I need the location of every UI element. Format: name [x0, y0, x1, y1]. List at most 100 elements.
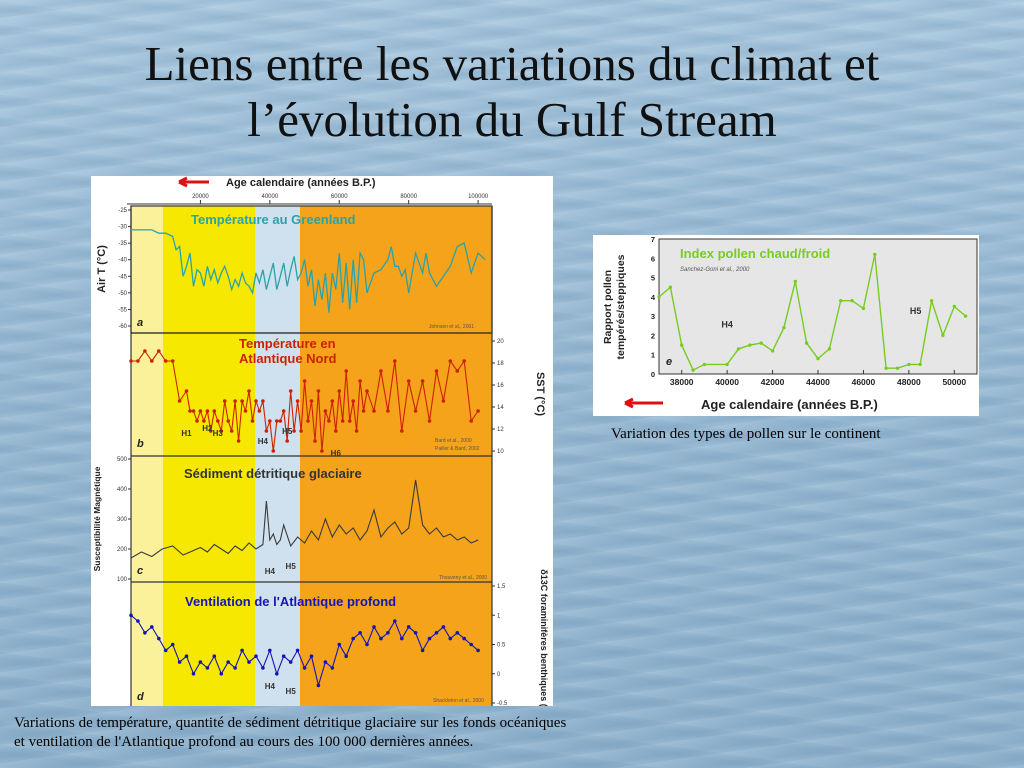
- data-point-b: [254, 399, 258, 403]
- data-point-d: [441, 625, 446, 629]
- pollen-data-point: [873, 252, 877, 257]
- data-point-d: [344, 654, 348, 658]
- data-point-d: [198, 660, 203, 664]
- data-point-b: [226, 419, 230, 423]
- pollen-data-point: [691, 368, 695, 372]
- pollen-event-h4: H4: [721, 320, 733, 330]
- data-point-b: [261, 399, 265, 403]
- data-point-b: [434, 369, 439, 373]
- data-point-b: [163, 359, 168, 363]
- data-point-b: [288, 389, 293, 393]
- y-tick-label: -35: [118, 241, 127, 247]
- pollen-data-point: [736, 347, 741, 351]
- pollen-caption: Variation des types de pollen sur le con…: [611, 426, 881, 442]
- series-line-c: [130, 479, 479, 559]
- pollen-data-point: [850, 299, 854, 303]
- data-point-d: [261, 666, 265, 670]
- pollen-xlabel: Age calendaire (années B.P.): [701, 397, 878, 412]
- y-tick-label: 300: [117, 517, 128, 523]
- y-tick-label: 1: [497, 613, 501, 619]
- data-point-d: [455, 631, 460, 635]
- data-point-b: [330, 399, 335, 403]
- event-label-h5: H5: [286, 562, 297, 571]
- y-tick-label: 20: [497, 339, 504, 345]
- data-point-d: [434, 631, 439, 635]
- pollen-x-tick-label: 46000: [852, 377, 876, 387]
- data-point-b: [250, 419, 255, 423]
- y-tick-label: 1.5: [497, 584, 506, 590]
- data-point-b: [299, 429, 303, 433]
- panel-b-ref-2: Pailler & Bard, 2002: [435, 446, 480, 452]
- pollen-y-tick-label: 6: [651, 254, 655, 263]
- y-tick-labels: -25-30-35-40-45-50-55-602018161412105004…: [117, 208, 508, 707]
- y-tick-label: 18: [497, 361, 504, 367]
- event-label-h1: H1: [181, 429, 192, 438]
- data-point-b: [198, 409, 203, 413]
- data-point-b: [247, 389, 251, 393]
- data-point-d: [323, 660, 328, 664]
- data-point-d: [386, 631, 390, 635]
- pollen-data-point: [929, 299, 934, 303]
- y-tick-label: -0.5: [497, 701, 508, 706]
- pollen-ticks: 38000 40000 42000 44000 46000 48000 50000 0 1 2 3 4…: [651, 235, 967, 387]
- pollen-data-point: [668, 285, 673, 289]
- panel-a-ylabel: Air T (°C): [96, 245, 108, 293]
- y-tick-label: -60: [118, 324, 127, 330]
- pollen-data-point: [895, 366, 900, 370]
- pollen-data-point: [884, 366, 888, 370]
- pollen-data-point: [839, 299, 843, 303]
- data-point-d: [150, 625, 154, 629]
- data-point-b: [219, 429, 224, 433]
- pollen-y-tick-label: 7: [651, 235, 655, 244]
- pollen-data-point: [952, 304, 956, 309]
- main-caption: Variations de température, quantité de s…: [14, 714, 774, 752]
- data-point-b: [476, 409, 480, 413]
- pollen-panel-letter: e: [666, 356, 672, 368]
- data-point-b: [379, 369, 383, 373]
- pollen-data-point: [702, 362, 707, 367]
- data-point-d: [205, 666, 210, 670]
- data-point-b: [222, 399, 227, 403]
- top-axis-tick-label: 40000: [262, 194, 279, 200]
- data-point-d: [351, 636, 356, 641]
- panel-b-title-1: Température en: [239, 336, 336, 351]
- pollen-data-point: [759, 341, 763, 345]
- series-line-a: [131, 229, 486, 313]
- pollen-data-point: [782, 326, 786, 330]
- panel-a-letter: a: [137, 317, 143, 329]
- top-axis-tick-label: 100000: [468, 194, 489, 200]
- panel-c-ref: Thouveny et al., 2000: [439, 575, 487, 581]
- pollen-x-tick-label: 42000: [761, 377, 785, 387]
- data-point-b: [327, 419, 331, 423]
- y-tick-label: -40: [118, 258, 127, 264]
- data-point-b: [278, 419, 283, 423]
- pollen-series: H4 H5: [657, 252, 968, 372]
- pollen-x-tick-label: 38000: [670, 377, 694, 387]
- pollen-x-tick-label: 44000: [806, 377, 830, 387]
- panel-b-ylabel: SST (°C): [534, 372, 546, 416]
- data-point-d: [240, 648, 244, 653]
- data-point-b: [281, 409, 286, 413]
- data-point-d: [281, 654, 286, 658]
- series-layer: [129, 229, 486, 688]
- data-point-b: [320, 449, 324, 453]
- data-point-d: [233, 666, 237, 670]
- panel-d-ref: Shackleton et al., 2000: [433, 698, 484, 704]
- data-point-d: [469, 642, 474, 647]
- data-point-b: [236, 439, 241, 443]
- data-point-d: [212, 654, 217, 658]
- pollen-ylabel-2: tempérés/steppiques: [615, 254, 627, 359]
- panel-frames: [130, 205, 493, 706]
- data-point-d: [337, 642, 342, 647]
- panel-c-ylabel: Susceptibilité Magnétique: [92, 466, 102, 571]
- top-axis-ticks: 20000 40000 60000 80000 100000: [192, 194, 489, 204]
- panel-d-letter: d: [137, 691, 144, 703]
- y-tick-label: -50: [118, 291, 127, 297]
- pollen-data-point: [963, 314, 968, 318]
- pollen-x-tick-label: 48000: [897, 377, 921, 387]
- data-point-b: [275, 419, 279, 423]
- pollen-data-point: [770, 349, 775, 353]
- data-point-b: [413, 409, 418, 413]
- climate-records-chart: 20000 40000 60000 80000 100000 Age calendair…: [92, 176, 553, 719]
- y-tick-label: 100: [117, 577, 128, 583]
